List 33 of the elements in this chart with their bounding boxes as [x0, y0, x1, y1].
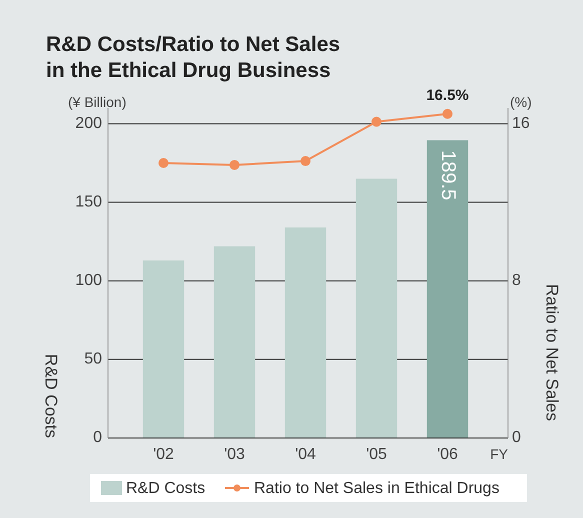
bar [142, 260, 184, 438]
point [372, 116, 382, 127]
y2-tick-label: 16 [512, 114, 530, 132]
y-tick-label: 0 [93, 429, 102, 446]
y2-tick-label: 8 [512, 272, 521, 290]
bar [284, 227, 326, 438]
data-label: 16.5% [426, 86, 469, 104]
x-tick-label: '06 [437, 446, 458, 463]
bar [214, 246, 256, 438]
y2-tick-label: 0 [512, 429, 521, 446]
point [230, 160, 240, 170]
data-label: 189.5 [437, 150, 460, 200]
legend-label: Ratio to Net Sales in Ethical Drugs [254, 480, 500, 498]
x-axis-title: FY [490, 446, 509, 462]
y-tick-label: 100 [75, 272, 102, 290]
legend-label: R&D Costs [126, 480, 206, 498]
y-tick-label: 150 [75, 194, 102, 211]
x-tick-label: '04 [295, 446, 316, 463]
x-tick-label: '05 [366, 446, 388, 463]
point [442, 108, 452, 119]
y-tick-label: 200 [75, 114, 102, 132]
x-tick-label: '03 [224, 446, 246, 463]
text: (%) [510, 94, 532, 110]
y-tick-label: 50 [84, 350, 102, 368]
x-tick-label: '02 [153, 446, 174, 463]
point [300, 156, 310, 166]
bar [426, 140, 468, 438]
annotation: (¥ Billion) [68, 94, 126, 110]
point [158, 158, 168, 168]
y2-axis-title: Ratio to Net Sales [542, 284, 562, 422]
chart-title: R&D Costs/Ratio to Net Sales in the Ethical Drug Business [46, 33, 340, 82]
bar [356, 178, 398, 438]
y-axis-title: R&D Costs [42, 354, 61, 438]
